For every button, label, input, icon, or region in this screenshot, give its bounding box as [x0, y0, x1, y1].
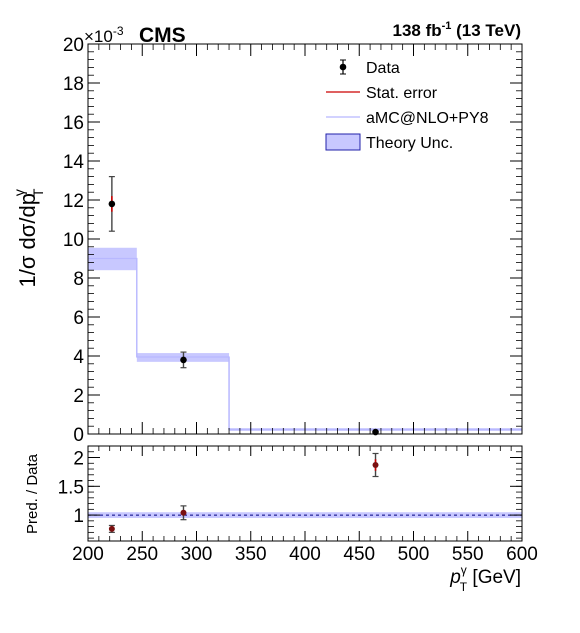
x-tick-label: 350: [235, 544, 267, 565]
main-y-tick-label: 18: [63, 74, 84, 95]
x-tick-label: 200: [72, 544, 104, 565]
legend-label-theory: Theory Unc.: [366, 135, 453, 152]
data-point-1: [180, 356, 187, 364]
x-tick-label: 600: [506, 544, 538, 565]
legend: Data Stat. error aMC@NLO+PY8 Theory Unc.: [325, 59, 489, 152]
main-y-tick-label: 2: [73, 386, 84, 407]
main-y-tick-label: 12: [63, 191, 84, 212]
ratio-plot-panel: 1 1.5 2 200 250 300 350 400 450 500 550 600: [58, 445, 538, 565]
main-ylabel: 1/σ dσ/dpγ T: [11, 188, 46, 287]
ratio-point-2: [372, 462, 379, 468]
lumi-label: 138 fb-1 (13 TeV): [392, 20, 521, 40]
legend-data-marker: [339, 63, 347, 71]
main-plot-panel: 0 2 4 6 8 10 12 14 16 18 20: [63, 35, 523, 446]
legend-theory-box: [325, 133, 361, 151]
main-y-tick-label: 4: [73, 347, 84, 368]
main-y-tick-label: 6: [73, 308, 84, 329]
ratio-point-0: [108, 525, 115, 532]
ratio-y-tick-label: 1: [73, 506, 84, 527]
main-y-tick-label: 8: [73, 269, 84, 290]
cms-label: CMS: [139, 24, 186, 47]
legend-label-mc: aMC@NLO+PY8: [366, 110, 489, 127]
main-y-tick-label: 14: [63, 152, 85, 173]
x-tick-label: 250: [126, 544, 158, 565]
x-tick-label: 550: [452, 544, 484, 565]
ratio-plot-frame: [87, 445, 523, 542]
y-multiplier: ×10-3: [84, 24, 124, 46]
ratio-y-tick-label: 1.5: [58, 477, 84, 498]
ratio-y-tick-label: 2: [73, 449, 84, 470]
main-y-tick-label: 0: [73, 425, 84, 446]
legend-label-data: Data: [366, 60, 400, 77]
mc-prediction-line: [88, 257, 522, 431]
main-y-tick-label: 20: [63, 35, 84, 56]
legend-label-stat: Stat. error: [366, 85, 438, 102]
x-tick-label: 300: [181, 544, 213, 565]
ratio-ylabel: Pred. / Data: [24, 453, 41, 534]
data-point-0: [108, 200, 116, 208]
main-y-tick-label: 16: [63, 113, 84, 134]
x-axis-label: pγ T [GeV]: [449, 563, 521, 594]
ratio-point-1: [180, 509, 187, 516]
x-tick-label: 450: [343, 544, 375, 565]
main-y-tick-label: 10: [63, 230, 84, 251]
x-tick-label: 400: [289, 544, 321, 565]
x-tick-label: 500: [398, 544, 430, 565]
main-plot-frame: [87, 43, 523, 435]
